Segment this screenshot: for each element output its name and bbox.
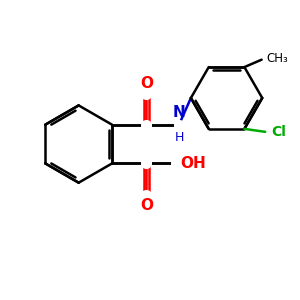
Text: CH₃: CH₃ [267,52,288,65]
Text: Cl: Cl [271,125,286,139]
Text: O: O [140,76,153,91]
Text: N: N [172,105,185,120]
Text: OH: OH [181,156,206,171]
Text: O: O [140,198,153,213]
Text: H: H [175,131,184,144]
